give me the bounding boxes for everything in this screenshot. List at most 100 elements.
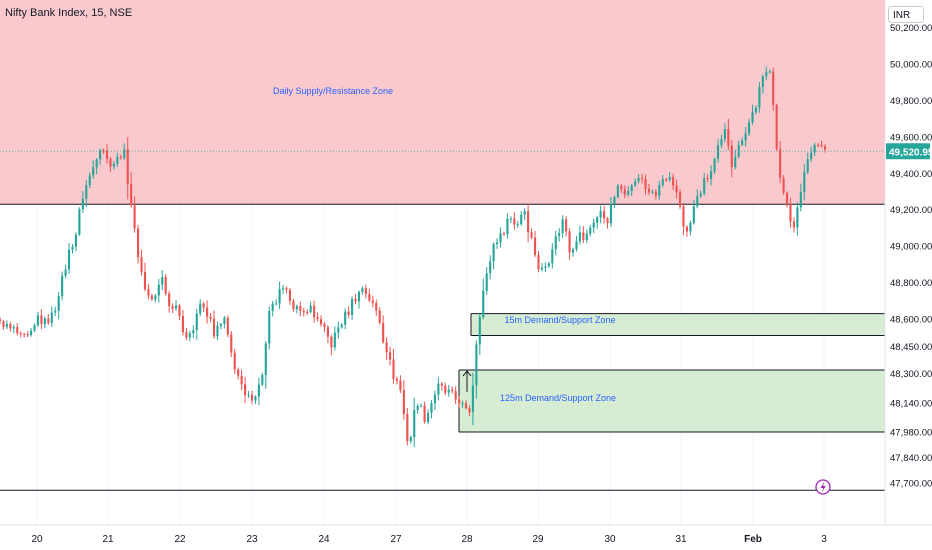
demand-zone-125m-label: 125m Demand/Support Zone — [500, 393, 616, 403]
candle — [447, 385, 450, 397]
candle — [67, 242, 71, 274]
candle — [609, 197, 613, 227]
candle — [551, 243, 554, 269]
currency-selector[interactable]: INR — [888, 6, 924, 23]
candle — [820, 140, 823, 148]
candle — [171, 303, 174, 314]
candle — [192, 325, 195, 339]
candle — [647, 183, 651, 196]
candle — [395, 376, 399, 385]
candle — [209, 312, 212, 323]
candle — [720, 134, 723, 149]
candle — [64, 264, 67, 279]
candle — [130, 172, 133, 208]
candle — [109, 156, 112, 172]
candle — [133, 196, 136, 233]
candle — [9, 321, 12, 332]
candle — [247, 390, 250, 399]
candle — [703, 173, 706, 196]
demand-zone-15m — [471, 313, 885, 336]
candle — [2, 319, 5, 330]
candle — [499, 227, 502, 248]
candle — [547, 261, 550, 268]
candle — [699, 190, 702, 198]
candle — [319, 315, 323, 327]
candle — [468, 405, 471, 416]
candle — [185, 327, 188, 341]
candle — [0, 317, 2, 325]
candle — [116, 152, 119, 167]
price-axis[interactable]: 47,700.00 47,840.00 47,980.00 48,140.00 48,3… — [890, 23, 932, 489]
candle — [420, 403, 423, 408]
candle — [706, 174, 709, 183]
candle — [561, 215, 564, 238]
candle — [727, 118, 730, 151]
y-tick-label: 48,800.00 — [890, 278, 932, 289]
candle — [458, 396, 461, 408]
y-tick-label: 47,980.00 — [890, 428, 932, 439]
y-tick-label: 48,300.00 — [890, 369, 932, 380]
candle — [392, 349, 395, 384]
candle — [502, 231, 506, 236]
candle — [337, 321, 340, 339]
candle — [682, 202, 685, 236]
candle — [333, 326, 336, 351]
lightning-bolt-icon[interactable] — [815, 479, 831, 495]
candle — [61, 271, 64, 301]
supply-zone-label: Daily Supply/Resistance Zone — [273, 86, 393, 96]
y-tick-label: 49,200.00 — [890, 205, 932, 216]
x-tick-label: 30 — [604, 534, 616, 545]
candle — [223, 315, 226, 329]
candle — [306, 309, 309, 316]
candle — [413, 397, 416, 447]
candle — [295, 304, 298, 314]
x-tick-label: 3 — [821, 534, 827, 545]
candle — [316, 312, 319, 322]
candle — [254, 395, 257, 405]
x-tick-label: 29 — [532, 534, 544, 545]
x-tick-label: Feb — [744, 534, 762, 545]
candle — [364, 284, 367, 299]
y-tick-label: 47,700.00 — [890, 479, 932, 490]
candle — [654, 189, 657, 200]
candle — [606, 217, 609, 229]
candle — [806, 152, 809, 175]
candle — [796, 202, 799, 236]
candle — [478, 312, 481, 356]
candle — [668, 172, 671, 182]
candle — [630, 183, 633, 197]
candle — [344, 308, 347, 330]
candle — [723, 123, 726, 143]
candle — [281, 284, 285, 294]
x-tick-label: 21 — [102, 534, 114, 545]
candle — [637, 173, 640, 184]
candle — [112, 161, 115, 170]
candle — [492, 242, 495, 270]
candle — [188, 330, 191, 342]
candle — [485, 267, 488, 295]
candle — [19, 331, 22, 338]
y-tick-label: 48,140.00 — [890, 398, 932, 409]
candle — [475, 340, 478, 399]
candle — [150, 293, 153, 301]
candle — [347, 306, 350, 319]
candle — [5, 320, 8, 330]
demand-zone-125m — [459, 370, 885, 432]
y-tick-label: 48,450.00 — [890, 342, 932, 353]
candle — [309, 301, 312, 314]
candle — [168, 290, 171, 313]
time-axis[interactable]: 20 21 22 23 24 27 28 29 30 31 Feb 3 — [31, 534, 827, 545]
candle — [578, 225, 581, 245]
candle — [357, 290, 361, 309]
candle — [326, 325, 329, 344]
zones-layer: Daily Supply/Resistance Zone 15m Demand/S… — [0, 0, 885, 433]
y-tick-label: 50,200.00 — [890, 23, 932, 34]
y-tick-label: 48,600.00 — [890, 315, 932, 326]
candle — [568, 228, 571, 260]
candle — [85, 180, 88, 208]
candle — [710, 165, 713, 186]
candle — [385, 336, 388, 360]
candle — [765, 66, 768, 81]
candle — [454, 386, 457, 405]
